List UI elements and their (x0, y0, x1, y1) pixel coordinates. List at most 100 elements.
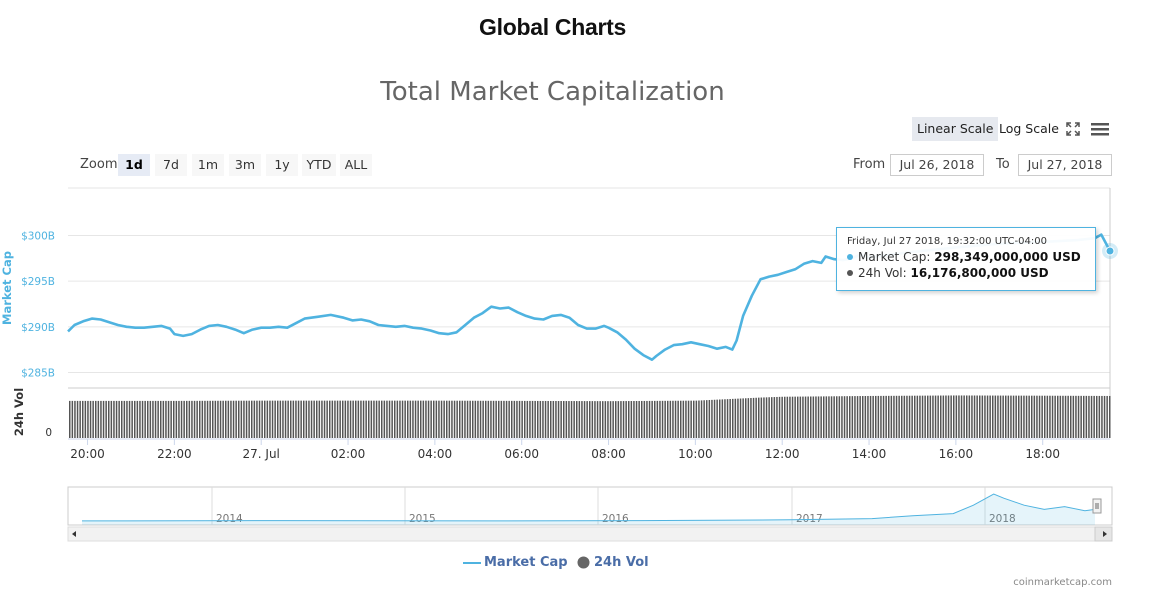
volume-bar (765, 397, 768, 438)
volume-bar (235, 400, 237, 438)
volume-bar (232, 400, 235, 438)
volume-bar (204, 400, 206, 438)
volume-bar (976, 395, 978, 438)
volume-bar (989, 395, 991, 438)
tooltip-mc-label: Market Cap: (858, 250, 931, 264)
volume-bar (672, 400, 674, 438)
volume-bar (882, 395, 885, 438)
volume-bar (513, 400, 516, 438)
volume-bar (1103, 395, 1106, 438)
volume-bar (552, 400, 555, 438)
volume-dot-icon (847, 269, 853, 276)
hover-point (1105, 246, 1115, 256)
volume-bar (979, 395, 981, 438)
from-date-input[interactable]: Jul 26, 2018 (890, 154, 984, 176)
volume-bar (407, 400, 409, 438)
volume-bar (136, 400, 139, 438)
volume-bar (115, 400, 118, 438)
volume-bar (1023, 395, 1025, 438)
volume-bar (927, 395, 929, 438)
zoom-3m-button[interactable]: 3m (229, 154, 261, 176)
volume-bar (170, 400, 172, 438)
to-date-input[interactable]: Jul 27, 2018 (1018, 154, 1112, 176)
volume-bar (326, 400, 328, 438)
volume-bar (1098, 395, 1101, 438)
volume-bar (84, 400, 87, 438)
linear-scale-button[interactable]: Linear Scale (912, 117, 999, 141)
legend-market-cap[interactable]: Market Cap (463, 555, 568, 570)
volume-bar (620, 401, 622, 438)
chart-title: Total Market Capitalization (380, 77, 725, 107)
volume-bar (271, 400, 274, 438)
volume-bar (1106, 395, 1108, 438)
volume-bar (175, 400, 178, 438)
volume-bar (144, 400, 146, 438)
volume-bar (674, 400, 677, 438)
volume-bar (451, 400, 453, 438)
navigator-scrollbar[interactable] (67, 526, 1113, 542)
legend-24h-vol[interactable]: 24h Vol (577, 555, 649, 570)
zoom-1m-button[interactable]: 1m (192, 154, 224, 176)
volume-bar (596, 401, 599, 438)
zoom-label: Zoom (80, 157, 118, 172)
volume-bar (123, 400, 126, 438)
volume-bar (791, 396, 794, 438)
volume-bar (1033, 395, 1036, 438)
volume-bar (282, 400, 284, 438)
navigator-line (81, 493, 1096, 522)
x-tick-label: 20:00 (70, 447, 105, 461)
zoom-7d-button[interactable]: 7d (155, 154, 187, 176)
log-scale-button[interactable]: Log Scale (999, 121, 1059, 136)
volume-bar (778, 396, 781, 438)
volume-bar (531, 400, 534, 438)
volume-bar (180, 400, 183, 438)
volume-bar (495, 400, 497, 438)
credits-link[interactable]: coinmarketcap.com (1013, 577, 1112, 588)
volume-bar (518, 400, 521, 438)
volume-bar (1059, 395, 1062, 438)
zoom-1y-button[interactable]: 1y (266, 154, 298, 176)
volume-bar (745, 398, 747, 438)
volume-bar (258, 400, 261, 438)
zoom-ytd-button[interactable]: YTD (302, 154, 336, 176)
volume-bar (1077, 395, 1080, 438)
tooltip-market-cap: Market Cap: 298,349,000,000 USD (847, 250, 1081, 264)
scroll-right-icon[interactable] (1103, 531, 1107, 537)
tooltip-mc-value: 298,349,000,000 USD (934, 250, 1081, 264)
x-tick-label: 27. Jul (243, 447, 280, 461)
volume-bar (196, 400, 198, 438)
volume-bar (669, 400, 672, 438)
volume-bar (355, 400, 357, 438)
legend-circle-icon (577, 556, 590, 569)
volume-bar (347, 400, 349, 438)
scroll-left-icon[interactable] (72, 531, 76, 537)
navigator-frame (67, 486, 1113, 526)
volume-bar (602, 401, 604, 438)
zoom-1d-button[interactable]: 1d (118, 154, 150, 176)
navigator-year-label: 2017 (796, 513, 823, 525)
volume-bar (797, 396, 799, 438)
volume-bar (583, 401, 586, 438)
volume-bar (820, 396, 822, 438)
volume-bar (1075, 395, 1077, 438)
volume-bar (131, 400, 133, 438)
volume-bar (191, 400, 193, 438)
volume-bar (508, 400, 510, 438)
menu-icon[interactable] (1091, 121, 1109, 137)
volume-bar (214, 400, 217, 438)
volume-bar (862, 396, 864, 438)
volume-bar (193, 400, 196, 438)
volume-bar (1054, 395, 1056, 438)
volume-bar (362, 400, 365, 438)
volume-bar (469, 400, 471, 438)
volume-bar (292, 400, 295, 438)
zoom-all-button[interactable]: ALL (340, 154, 372, 176)
volume-bar (147, 400, 149, 438)
volume-bar (763, 397, 765, 438)
fullscreen-icon[interactable] (1065, 121, 1081, 137)
volume-bar (591, 401, 594, 438)
volume-bar (771, 397, 773, 438)
navigator-handle[interactable] (1092, 498, 1102, 514)
volume-bar (786, 396, 789, 438)
volume-bar (719, 399, 721, 438)
